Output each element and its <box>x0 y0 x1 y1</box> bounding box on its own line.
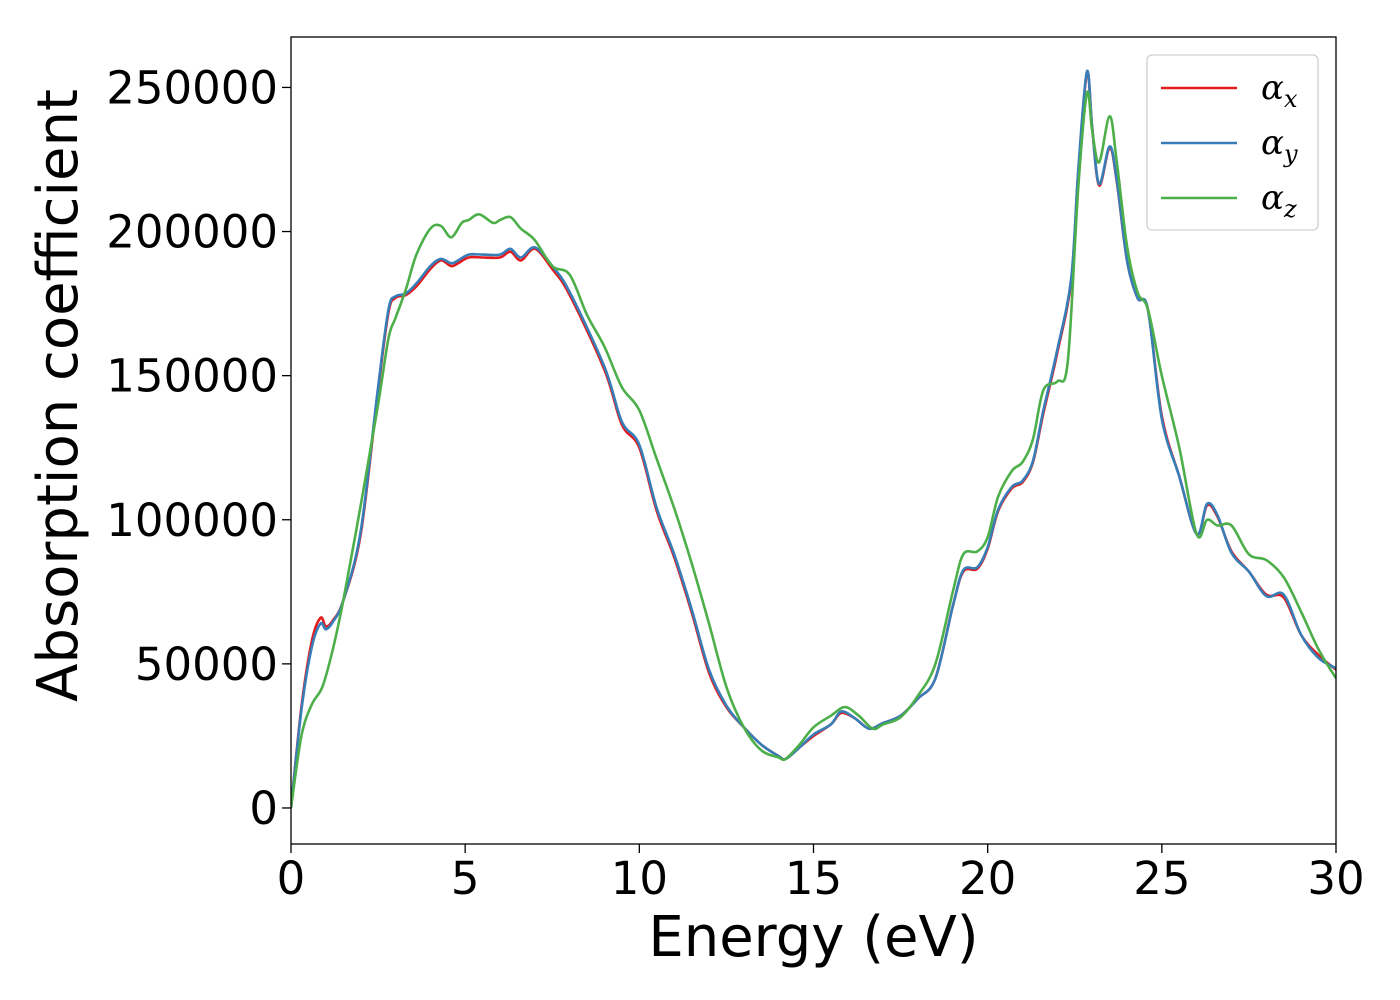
y-tick-label: 200000 <box>106 206 278 259</box>
y-tick-label: 50000 <box>135 638 278 691</box>
series-line-z <box>291 90 1336 809</box>
x-tick-label: 20 <box>959 852 1016 905</box>
x-tick-label: 25 <box>1133 852 1190 905</box>
x-axis-title: Energy (eV) <box>648 905 978 970</box>
legend-symbol: α <box>1261 123 1284 163</box>
legend-subscript: y <box>1283 140 1298 168</box>
x-tick-label: 0 <box>277 852 306 905</box>
y-tick-label: 0 <box>249 782 278 835</box>
y-axis-title: Absorption coefficient <box>26 89 91 702</box>
series-line-y <box>291 69 1336 809</box>
legend-symbol: α <box>1261 68 1284 108</box>
x-tick-label: 5 <box>451 852 480 905</box>
y-tick-label: 100000 <box>106 494 278 547</box>
x-tick-label: 10 <box>611 852 668 905</box>
y-tick-label: 250000 <box>106 61 278 114</box>
series-layer <box>291 69 1336 809</box>
x-tick-label: 15 <box>785 852 842 905</box>
legend-symbol: α <box>1261 178 1284 218</box>
legend-subscript: x <box>1284 85 1298 113</box>
legend-label-x: αx <box>1261 68 1298 113</box>
legend-label-z: αz <box>1261 178 1297 223</box>
legend-label-y: αy <box>1261 123 1298 168</box>
y-axis: 0 50000 100000 150000 200000 250000 <box>106 61 291 835</box>
x-axis: 0 5 10 15 20 25 30 <box>277 844 1365 905</box>
x-tick-label: 30 <box>1307 852 1364 905</box>
y-tick-label: 150000 <box>106 350 278 403</box>
legend-subscript: z <box>1283 195 1297 223</box>
